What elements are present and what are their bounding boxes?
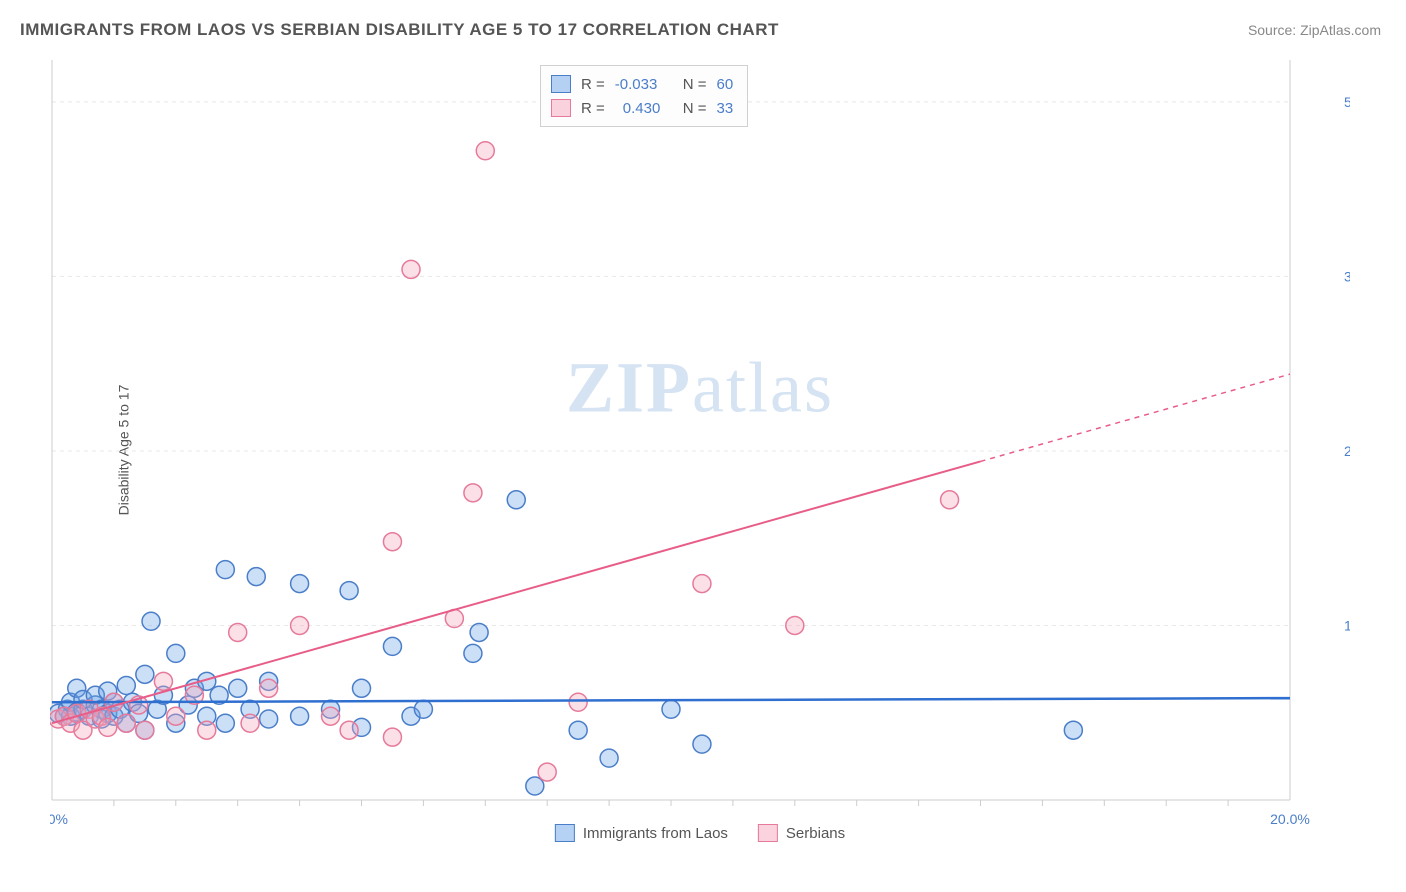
- data-point-serbians: [154, 672, 172, 690]
- data-point-laos: [142, 612, 160, 630]
- y-tick-label: 37.5%: [1344, 268, 1350, 284]
- n-label: N =: [683, 100, 707, 117]
- swatch-blue: [555, 824, 575, 842]
- data-point-serbians: [136, 721, 154, 739]
- data-point-serbians: [229, 623, 247, 641]
- data-point-laos: [216, 714, 234, 732]
- series-legend: Immigrants from Laos Serbians: [555, 824, 845, 842]
- data-point-laos: [291, 707, 309, 725]
- data-point-serbians: [941, 491, 959, 509]
- data-point-laos: [340, 582, 358, 600]
- data-point-laos: [470, 623, 488, 641]
- data-point-laos: [353, 679, 371, 697]
- data-point-laos: [247, 568, 265, 586]
- data-point-serbians: [538, 763, 556, 781]
- y-tick-label: 25.0%: [1344, 443, 1350, 459]
- data-point-laos: [167, 644, 185, 662]
- data-point-laos: [464, 644, 482, 662]
- r-value-laos: -0.033: [615, 76, 673, 93]
- correlation-legend: R = -0.033 N = 60 R = 0.430 N = 33: [540, 65, 748, 127]
- data-point-serbians: [340, 721, 358, 739]
- r-value-serbians: 0.430: [615, 100, 673, 117]
- data-point-serbians: [402, 260, 420, 278]
- data-point-serbians: [167, 707, 185, 725]
- legend-row-laos: R = -0.033 N = 60: [551, 72, 733, 96]
- y-tick-label: 50.0%: [1344, 94, 1350, 110]
- x-tick-label: 0.0%: [50, 811, 68, 827]
- legend-label-laos: Immigrants from Laos: [583, 825, 728, 842]
- data-point-laos: [1064, 721, 1082, 739]
- source-text: Source: ZipAtlas.com: [1248, 22, 1381, 38]
- data-point-serbians: [383, 728, 401, 746]
- data-point-laos: [569, 721, 587, 739]
- y-tick-label: 12.5%: [1344, 617, 1350, 633]
- chart-title: IMMIGRANTS FROM LAOS VS SERBIAN DISABILI…: [20, 20, 779, 40]
- trend-line-dash-serbians: [981, 374, 1291, 461]
- swatch-pink: [551, 99, 571, 117]
- data-point-serbians: [291, 616, 309, 634]
- data-point-laos: [136, 665, 154, 683]
- r-label: R =: [581, 76, 605, 93]
- legend-item-serbians: Serbians: [758, 824, 845, 842]
- data-point-serbians: [476, 142, 494, 160]
- data-point-laos: [600, 749, 618, 767]
- data-point-laos: [117, 677, 135, 695]
- data-point-laos: [260, 710, 278, 728]
- data-point-serbians: [99, 718, 117, 736]
- legend-label-serbians: Serbians: [786, 825, 845, 842]
- data-point-serbians: [693, 575, 711, 593]
- scatter-plot: 12.5% 25.0% 37.5% 50.0% 0.0% 20.0%: [50, 60, 1350, 840]
- data-point-serbians: [241, 714, 259, 732]
- data-point-serbians: [117, 714, 135, 732]
- n-value-laos: 60: [717, 76, 734, 93]
- data-point-serbians: [198, 721, 216, 739]
- data-point-laos: [693, 735, 711, 753]
- data-point-serbians: [260, 679, 278, 697]
- r-label: R =: [581, 100, 605, 117]
- data-point-laos: [291, 575, 309, 593]
- data-point-serbians: [786, 616, 804, 634]
- data-point-serbians: [464, 484, 482, 502]
- data-point-laos: [526, 777, 544, 795]
- legend-row-serbians: R = 0.430 N = 33: [551, 96, 733, 120]
- data-point-laos: [229, 679, 247, 697]
- swatch-blue: [551, 75, 571, 93]
- data-point-laos: [662, 700, 680, 718]
- data-point-laos: [383, 637, 401, 655]
- data-point-laos: [414, 700, 432, 718]
- n-value-serbians: 33: [717, 100, 734, 117]
- data-point-serbians: [383, 533, 401, 551]
- data-point-serbians: [322, 707, 340, 725]
- data-point-laos: [216, 561, 234, 579]
- n-label: N =: [683, 76, 707, 93]
- data-point-laos: [507, 491, 525, 509]
- legend-item-laos: Immigrants from Laos: [555, 824, 728, 842]
- data-point-serbians: [569, 693, 587, 711]
- x-tick-label: 20.0%: [1270, 811, 1310, 827]
- swatch-pink: [758, 824, 778, 842]
- chart-area: Disability Age 5 to 17 ZIPatlas 12.5%25.…: [50, 60, 1350, 840]
